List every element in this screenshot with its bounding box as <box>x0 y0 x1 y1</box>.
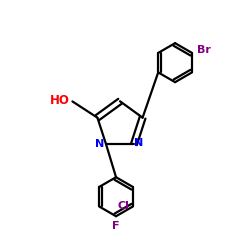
Text: N: N <box>134 138 143 148</box>
Text: HO: HO <box>50 94 70 107</box>
Text: Cl: Cl <box>117 202 129 211</box>
Text: F: F <box>112 221 120 231</box>
Text: N: N <box>95 139 104 149</box>
Text: Br: Br <box>197 46 211 56</box>
